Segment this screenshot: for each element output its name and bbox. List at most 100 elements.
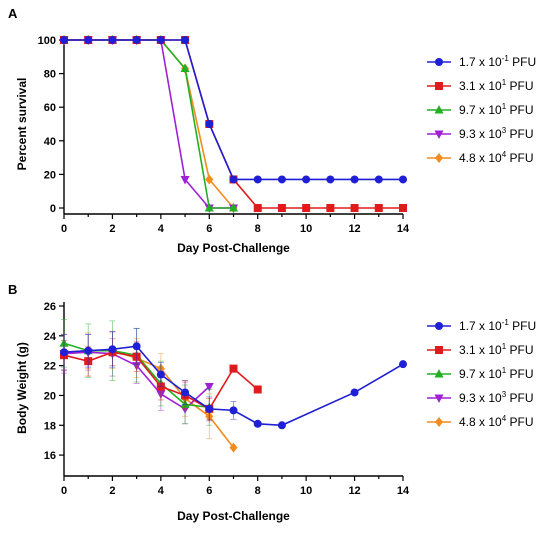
data-point: [180, 63, 190, 73]
legend-label: 9.3 x 103 PFU: [459, 126, 534, 141]
legend-entry-1: 1.7 x 10-1 PFU: [427, 54, 536, 69]
x-tick-label: 2: [109, 223, 115, 235]
x-tick-label: 12: [348, 223, 360, 235]
legend-label: 9.7 x 101 PFU: [459, 102, 534, 117]
legend-marker: [435, 322, 443, 330]
legend-marker: [435, 82, 443, 90]
legend-label: 4.8 x 104 PFU: [459, 150, 534, 165]
panel-a-survival-chart: A 0 20 40 60 80 100 0 2 4 6 8 10 12 14 Day Post-Challen…: [8, 6, 536, 255]
data-point: [181, 388, 190, 397]
data-point: [181, 36, 190, 44]
x-tick-label: 6: [206, 223, 212, 235]
data-point: [156, 36, 165, 44]
x-tick-label: 4: [158, 223, 165, 235]
x-tick-label: 0: [61, 485, 67, 497]
legend-marker: [435, 417, 443, 427]
data-point: [350, 388, 359, 397]
legend-label: 3.1 x 101 PFU: [459, 78, 534, 93]
y-tick-label: 60: [44, 102, 56, 114]
data-point: [205, 174, 214, 185]
data-point: [399, 175, 407, 184]
x-axis-title: Day Post-Challenge: [177, 509, 290, 523]
data-point: [229, 203, 238, 212]
y-tick-label: 80: [44, 69, 56, 81]
y-tick-label: 18: [44, 420, 56, 432]
data-point: [253, 204, 262, 212]
series-line: [64, 39, 403, 181]
data-point: [326, 175, 335, 184]
panel-label: A: [8, 6, 18, 21]
legend-entry-1: 1.7 x 10-1 PFU: [427, 318, 536, 333]
data-point: [350, 204, 359, 212]
data-point: [108, 36, 117, 44]
data-point: [253, 419, 262, 428]
y-tick-label: 20: [44, 169, 56, 181]
y-axis-title: Body Weight (g): [15, 342, 29, 434]
legend-label: 1.7 x 10-1 PFU: [459, 54, 536, 69]
legend-entry-5: 4.8 x 104 PFU: [427, 414, 534, 429]
data-point: [302, 204, 311, 212]
y-tick-label: 100: [38, 35, 56, 47]
y-tick-label: 16: [44, 450, 56, 462]
x-tick-label: 0: [61, 223, 67, 235]
legend-marker: [435, 346, 443, 354]
x-tick-label: 14: [397, 485, 410, 497]
y-tick-label: 20: [44, 390, 56, 402]
data-point: [229, 406, 238, 415]
legend-marker: [434, 369, 444, 378]
legend-entry-4: 9.3 x 103 PFU: [427, 390, 534, 405]
legend-label: 9.7 x 101 PFU: [459, 366, 534, 381]
data-point: [277, 204, 286, 212]
x-tick-label: 10: [300, 223, 312, 235]
legend-entry-4: 9.3 x 103 PFU: [427, 126, 534, 141]
x-tick-label: 8: [255, 223, 261, 235]
y-tick-label: 22: [44, 361, 56, 373]
data-point: [132, 36, 141, 44]
data-point: [204, 203, 214, 212]
data-point: [108, 345, 117, 354]
data-point: [60, 348, 68, 357]
data-point: [350, 175, 359, 184]
data-point: [84, 346, 93, 355]
x-tick-label: 12: [348, 485, 360, 497]
data-point: [374, 204, 383, 212]
series-line: [63, 349, 235, 449]
x-tick-label: 10: [300, 485, 312, 497]
data-point: [326, 204, 335, 212]
series-line: [63, 345, 404, 427]
data-point: [277, 421, 286, 430]
data-point: [132, 342, 141, 351]
legend-label: 9.3 x 103 PFU: [459, 390, 534, 405]
data-point: [180, 175, 190, 185]
legend-marker: [434, 394, 444, 403]
x-tick-label: 4: [158, 485, 165, 497]
series-1: [60, 327, 407, 430]
data-point: [204, 383, 214, 392]
y-axis-title: Percent survival: [15, 78, 29, 171]
y-tick-label: 26: [44, 301, 56, 313]
x-tick-label: 8: [255, 485, 261, 497]
legend-entry-2: 3.1 x 101 PFU: [427, 78, 534, 93]
x-axis-title: Day Post-Challenge: [177, 241, 290, 255]
data-point: [277, 175, 286, 184]
legend-entry-5: 4.8 x 104 PFU: [427, 150, 534, 165]
legend-entry-3: 9.7 x 101 PFU: [427, 102, 534, 117]
data-point: [229, 442, 238, 453]
data-point: [205, 120, 214, 128]
x-tick-label: 6: [206, 485, 212, 497]
data-point: [205, 404, 214, 413]
legend-label: 1.7 x 10-1 PFU: [459, 318, 536, 333]
data-point: [399, 204, 407, 212]
legend-label: 4.8 x 104 PFU: [459, 414, 534, 429]
data-point: [253, 175, 262, 184]
y-tick-label: 24: [44, 331, 57, 343]
data-point: [253, 385, 262, 394]
legend-label: 3.1 x 101 PFU: [459, 342, 534, 357]
x-tick-label: 2: [109, 485, 115, 497]
y-tick-label: 0: [50, 203, 56, 215]
data-point: [399, 360, 407, 369]
legend-marker: [434, 105, 444, 114]
x-tick-label: 14: [397, 223, 410, 235]
